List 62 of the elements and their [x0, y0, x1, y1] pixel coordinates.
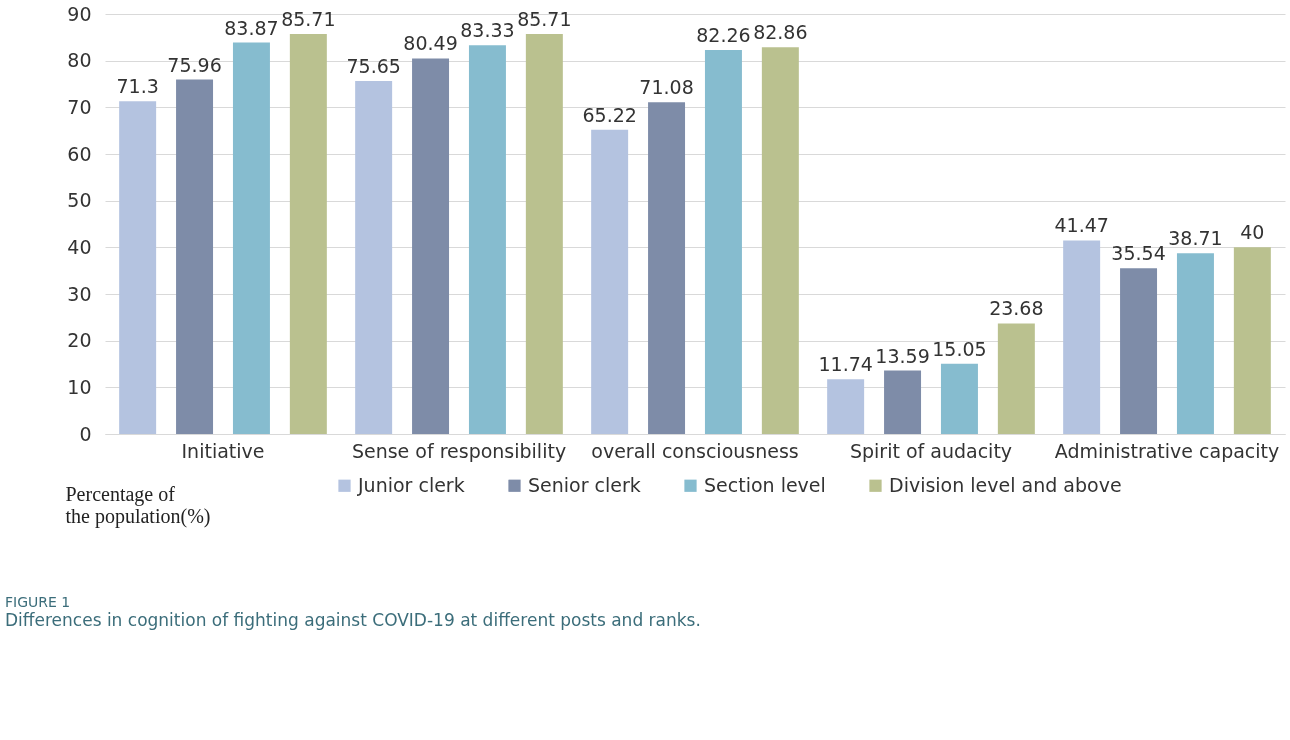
- y-tick-label: 60: [67, 142, 92, 165]
- data-label: 85.71: [517, 8, 572, 31]
- y-axis-title: Percentage of the population(%): [65, 482, 211, 528]
- data-label: 80.49: [403, 32, 458, 55]
- bar: [591, 129, 629, 434]
- caption: FIGURE 1: [5, 594, 71, 610]
- data-label: 83.87: [224, 16, 279, 39]
- bar: [1063, 240, 1101, 434]
- y-tick-label: 0: [79, 422, 92, 445]
- y-tick-label: 20: [67, 329, 92, 352]
- bar: [997, 323, 1035, 434]
- y-tick-label: 30: [67, 282, 92, 305]
- bar: [119, 101, 157, 434]
- data-label: 75.96: [167, 53, 222, 76]
- data-label: 13.59: [875, 344, 930, 367]
- x-tick-label: overall consciousness: [591, 439, 799, 462]
- data-label: 82.86: [753, 21, 808, 44]
- bar: [176, 79, 214, 434]
- legend-label: Senior clerk: [528, 473, 641, 496]
- data-label: 15.05: [932, 337, 987, 360]
- y-tick-label: 40: [67, 235, 92, 258]
- legend-label: Section level: [704, 473, 826, 496]
- data-label: 83.33: [460, 19, 515, 42]
- data-label: 65.22: [582, 103, 637, 126]
- bar: [1120, 268, 1158, 434]
- bar: [289, 34, 327, 434]
- bar: [232, 42, 270, 434]
- bar: [355, 80, 393, 434]
- data-label: 71.08: [639, 76, 694, 99]
- x-tick-label: Spirit of audacity: [849, 439, 1013, 462]
- data-label: 85.71: [281, 8, 336, 31]
- y-tick-label: 50: [67, 189, 92, 212]
- bar: [884, 370, 922, 434]
- bar: [525, 34, 563, 434]
- data-label: 23.68: [989, 297, 1044, 320]
- bar: [827, 379, 865, 434]
- bar: [761, 47, 799, 434]
- bar: [1176, 253, 1214, 434]
- x-tick-label: Sense of responsibility: [351, 439, 567, 462]
- bar: [704, 50, 742, 434]
- y-tick-label: 80: [67, 49, 92, 72]
- text: Differences in cognition of fighting against COVID-19 at different posts and ranks.: [5, 610, 701, 630]
- x-tick-label: Initiative: [181, 439, 265, 462]
- data-label: 38.71: [1168, 227, 1223, 250]
- bar: [648, 102, 686, 434]
- data-label: 35.54: [1111, 242, 1166, 265]
- bar: [412, 58, 450, 434]
- data-label: 41.47: [1054, 214, 1109, 237]
- y-tick-label: 70: [67, 95, 92, 118]
- data-label: 82.26: [696, 24, 751, 47]
- legend-label: Division level and above: [889, 473, 1122, 496]
- data-label: 71.3: [116, 75, 159, 98]
- data-label: 75.65: [346, 54, 401, 77]
- bar: [940, 363, 978, 434]
- legend-label: Junior clerk: [357, 473, 465, 496]
- y-tick-label: 90: [67, 2, 92, 25]
- y-tick-label: 10: [67, 375, 92, 398]
- data-label: 11.74: [818, 353, 873, 376]
- data-label: 40: [1240, 221, 1265, 244]
- bar: [1233, 247, 1271, 434]
- bar: [468, 45, 506, 434]
- x-tick-label: Administrative capacity: [1054, 439, 1280, 462]
